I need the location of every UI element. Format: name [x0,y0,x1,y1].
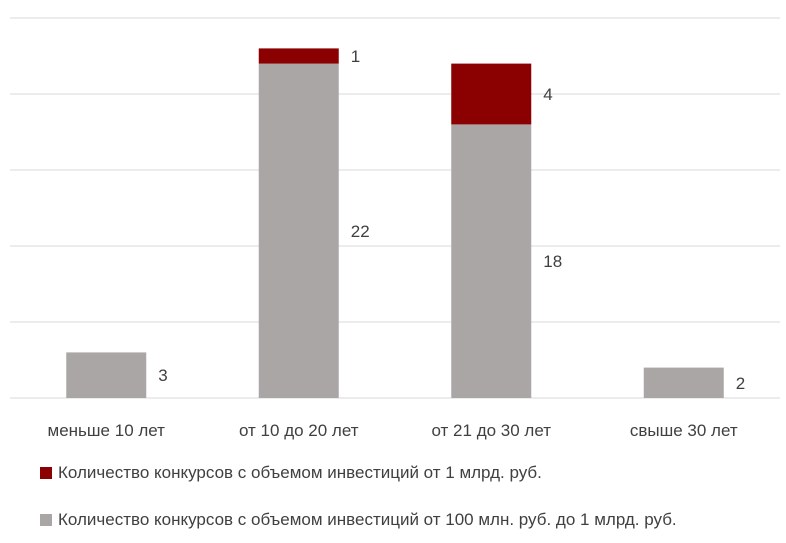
data-label: 4 [543,85,552,104]
x-tick-label: меньше 10 лет [48,421,166,440]
legend-swatch-medium [40,514,52,526]
bar-segment [258,63,339,398]
legend-label-medium: Количество конкурсов с объемом инвестици… [58,510,677,529]
bar-segment [451,124,532,399]
x-tick-label: от 21 до 30 лет [431,421,551,440]
x-tick-label: от 10 до 20 лет [239,421,359,440]
bar-segment [66,352,147,398]
data-label: 1 [351,47,360,66]
bar-segment [258,48,339,64]
data-label: 2 [736,374,745,393]
stacked-bar-chart: 3 меньше 10 лет 22 1 от 10 до 20 лет 18 4 от 21… [10,17,780,440]
data-label: 22 [351,222,370,241]
bar-segment [643,367,724,398]
bar-segment [451,63,532,125]
legend-item-large: Количество конкурсов с объемом инвестици… [40,463,542,483]
data-label: 18 [543,252,562,271]
data-label: 3 [158,366,167,385]
legend-swatch-large [40,467,52,479]
x-tick-label: свыше 30 лет [630,421,738,440]
legend-label-large: Количество конкурсов с объемом инвестици… [58,463,542,482]
legend-item-medium: Количество конкурсов с объемом инвестици… [40,510,677,530]
